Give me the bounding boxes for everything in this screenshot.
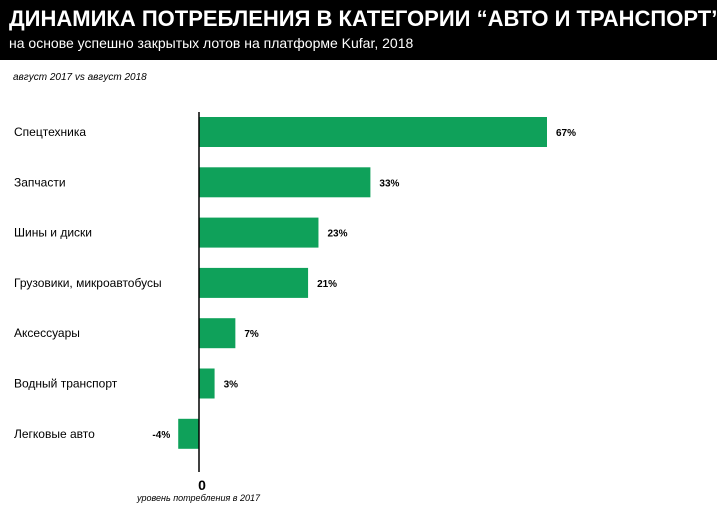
- value-label: 23%: [327, 229, 347, 240]
- category-label: Запчасти: [14, 175, 66, 189]
- bars-group: Спецтехника 67% Запчасти 33% Шины и диски 23%…: [14, 117, 576, 449]
- bar-6: [199, 368, 215, 399]
- category-label: Спецтехника: [14, 125, 86, 139]
- category-label: Водный транспорт: [14, 377, 118, 391]
- category-label: Легковые авто: [14, 427, 95, 441]
- value-label: 67%: [556, 128, 576, 139]
- zero-tick-label: 0: [198, 477, 206, 493]
- baseline-caption: уровень потребления в 2017: [137, 493, 260, 503]
- value-label: 33%: [379, 178, 399, 189]
- bar-2: [199, 167, 371, 198]
- category-label: Грузовики, микроавтобусы: [14, 276, 162, 290]
- bar-1: [199, 117, 547, 147]
- page-subtitle: на основе успешно закрытых лотов на плат…: [9, 35, 414, 51]
- bar-4: [199, 267, 309, 298]
- period-note: август 2017 vs август 2018: [13, 72, 147, 83]
- value-label: 7%: [244, 329, 259, 340]
- value-label: -4%: [152, 430, 170, 441]
- bar-3: [199, 217, 319, 248]
- bar-7: [178, 418, 199, 449]
- header-banner: ДИНАМИКА ПОТРЕБЛЕНИЯ В КАТЕГОРИИ “АВТО И…: [0, 0, 717, 60]
- page-title: ДИНАМИКА ПОТРЕБЛЕНИЯ В КАТЕГОРИИ “АВТО И…: [9, 6, 717, 31]
- bar-5: [199, 318, 236, 349]
- value-label: 21%: [317, 279, 337, 290]
- value-label: 3%: [224, 380, 239, 391]
- category-label: Шины и диски: [14, 226, 92, 240]
- category-label: Аксессуары: [14, 326, 80, 340]
